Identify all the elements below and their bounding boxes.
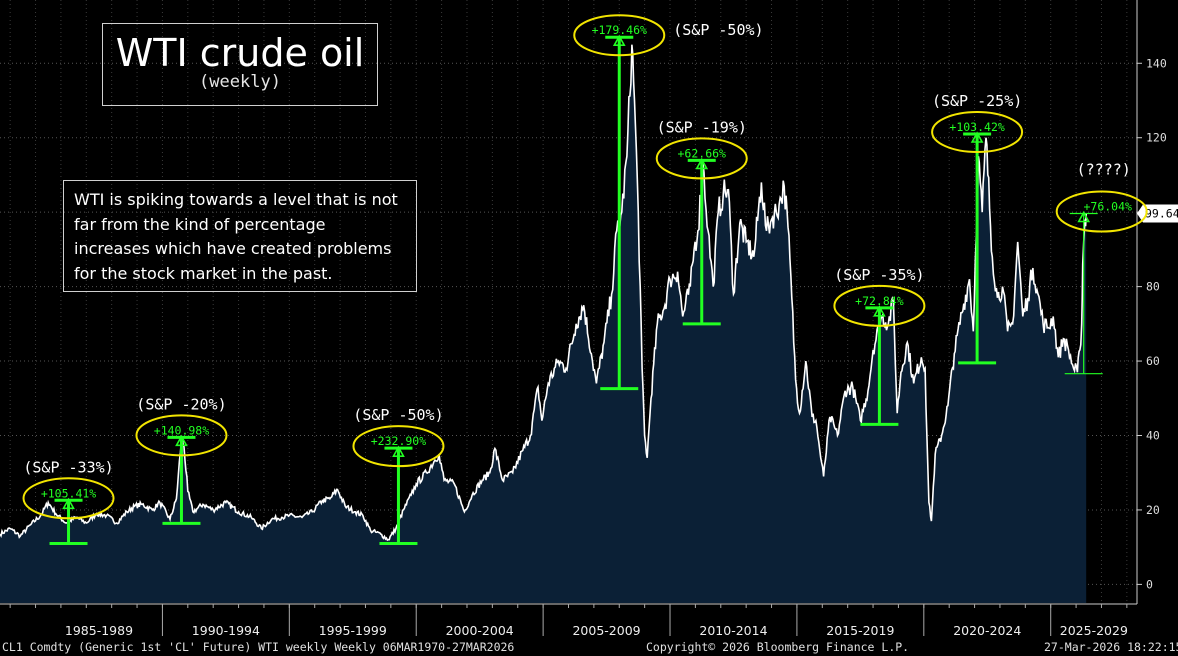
pct-change-label: +103.42% [949,120,1004,134]
y-tick-label: 140 [1146,56,1167,70]
sp-drawdown-label: (S&P -35%) [834,266,924,284]
highlight-ellipse [1055,190,1148,233]
sp-drawdown-label: (S&P -50%) [353,406,443,424]
annotations: +105.41% (S&P -33%) +140.98% (S&P -20%) +232… [22,14,1148,545]
peak-marker [970,131,984,143]
x-period-label: 1985-1989 [65,623,133,638]
move-annotation: +62.66% (S&P -19%) [655,118,748,326]
sp-drawdown-label: (S&P -50%) [673,21,763,39]
commentary-note: WTI is spiking towards a level that is n… [63,180,417,292]
price-line [0,44,1087,542]
peak-marker [612,34,626,47]
pct-change-label: +62.66% [678,146,727,160]
x-period-label: 2020-2024 [953,623,1021,638]
peak-marker [392,445,405,457]
highlight-ellipse [135,414,228,457]
move-annotation: +105.41% (S&P -33%) [22,458,115,545]
move-annotation: +103.42% (S&P -25%) [931,92,1024,365]
peak-marker [175,434,188,447]
pct-change-label: +232.90% [371,434,426,448]
highlight-ellipse [833,284,926,327]
pct-change-label: +105.41% [41,486,96,500]
y-tick-label: 60 [1146,354,1160,368]
sp-drawdown-label: (S&P -25%) [932,92,1022,110]
footer-timestamp: 27-Mar-2026 18:22:15 [1044,640,1178,654]
chart-title: WTI crude oil [115,31,365,75]
move-annotation: +76.04% (????) [1055,161,1148,375]
chart-title-box: WTI crude oil (weekly) [102,23,378,106]
footer-copyright: Copyright© 2026 Bloomberg Finance L.P. [646,640,910,654]
sp-drawdown-label: (S&P -33%) [23,458,113,476]
last-value-label: 99.64 [1145,207,1178,221]
pct-change-label: +76.04% [1083,200,1132,214]
move-annotation: +140.98% (S&P -20%) [135,395,228,525]
y-tick-label: 80 [1146,280,1160,294]
highlight-ellipse [655,137,748,180]
chart-subtitle: (weekly) [199,72,281,92]
move-annotation: +179.46% (S&P -50%) [573,14,764,391]
x-period-label: 1990-1994 [192,623,260,638]
x-period-label: 2010-2014 [699,623,767,638]
pct-change-label: +179.46% [592,23,647,37]
highlight-ellipse [22,477,115,520]
pct-change-label: +72.84% [855,294,904,308]
peak-marker [62,497,75,510]
peak-marker [1077,210,1091,223]
move-annotation: +232.90% (S&P -50%) [352,406,445,545]
highlight-ellipse [931,111,1024,153]
y-tick-label: 20 [1146,503,1160,517]
footer-security-info: CL1 Comdty (Generic 1st 'CL' Future) WTI… [2,640,515,654]
highlight-ellipse [573,14,666,57]
sp-drawdown-label: (S&P -19%) [657,118,747,136]
pct-change-label: +140.98% [154,423,209,437]
x-period-label: 2025-2029 [1060,623,1128,638]
sp-drawdown-label: (S&P -20%) [136,395,226,413]
gridlines [0,0,1137,604]
sp-drawdown-label: (????) [1077,161,1131,179]
y-tick-label: 0 [1146,577,1153,591]
move-annotation: +72.84% (S&P -35%) [833,266,926,426]
x-period-label: 2000-2004 [446,623,514,638]
y-tick-label: 120 [1146,131,1167,145]
price-area-fill [0,44,1087,603]
peak-marker [873,305,886,317]
x-period-label: 2005-2009 [572,623,640,638]
highlight-ellipse [352,425,445,468]
x-period-label: 2015-2019 [826,623,894,638]
peak-marker [695,157,709,170]
x-period-label: 1995-1999 [319,623,387,638]
y-tick-label: 40 [1146,429,1160,443]
